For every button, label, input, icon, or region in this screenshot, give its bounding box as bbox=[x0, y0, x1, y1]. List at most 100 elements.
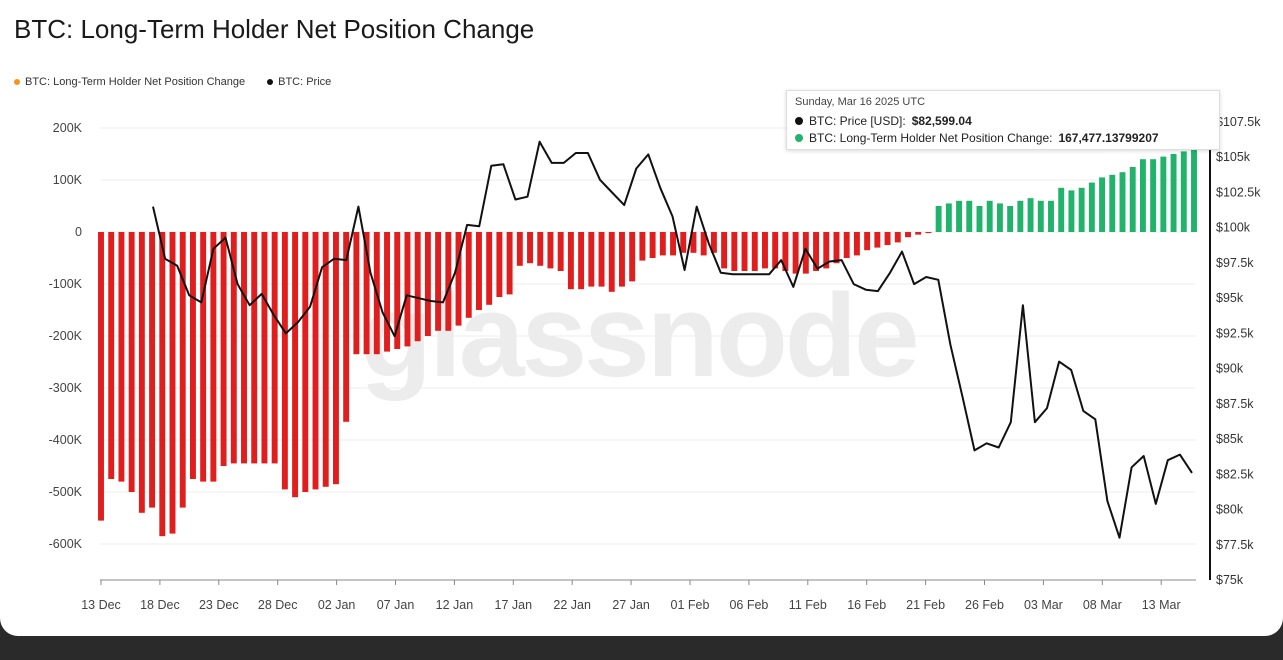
bar bbox=[659, 232, 666, 256]
bar bbox=[813, 232, 820, 271]
x-tick-label: 17 Jan bbox=[495, 598, 533, 612]
bar bbox=[332, 232, 339, 485]
bar bbox=[312, 232, 319, 490]
bar bbox=[210, 232, 217, 482]
bar bbox=[1170, 154, 1177, 232]
bar bbox=[251, 232, 258, 464]
bar bbox=[138, 232, 145, 513]
bar bbox=[567, 232, 574, 290]
y-right-tick-label: $92.5k bbox=[1216, 326, 1254, 340]
bar bbox=[384, 232, 390, 352]
bar bbox=[496, 232, 503, 297]
tooltip-price-value: $82,599.04 bbox=[911, 113, 972, 128]
bar bbox=[680, 232, 687, 253]
bar bbox=[700, 232, 707, 256]
y-left-tick-label: -300K bbox=[49, 381, 83, 395]
bar bbox=[414, 232, 421, 342]
tooltip-price-label: BTC: Price [USD]: bbox=[809, 113, 906, 128]
bar bbox=[802, 232, 809, 274]
y-left-tick-label: 200K bbox=[53, 121, 83, 135]
bar bbox=[629, 232, 636, 282]
y-left-tick-label: -400K bbox=[49, 433, 83, 447]
tooltip-lth-label: BTC: Long-Term Holder Net Position Chang… bbox=[809, 130, 1053, 145]
y-left-tick-label: -500K bbox=[49, 485, 83, 499]
x-tick-label: 03 Mar bbox=[1024, 598, 1063, 612]
bar bbox=[649, 232, 656, 258]
bar bbox=[833, 232, 840, 264]
bar bbox=[986, 200, 993, 232]
bar bbox=[1088, 182, 1095, 232]
bar bbox=[547, 232, 554, 269]
bar bbox=[527, 232, 533, 264]
x-tick-label: 13 Mar bbox=[1142, 598, 1181, 612]
bar bbox=[465, 232, 472, 318]
bar bbox=[394, 232, 401, 349]
legend-dot-lth bbox=[14, 79, 20, 85]
bar bbox=[935, 206, 942, 232]
bar bbox=[772, 232, 779, 269]
bar bbox=[762, 232, 768, 269]
bar bbox=[853, 232, 860, 256]
bar bbox=[670, 232, 676, 256]
x-tick-label: 11 Feb bbox=[789, 598, 827, 612]
bar bbox=[537, 232, 544, 266]
y-right-tick-label: $105k bbox=[1216, 150, 1251, 164]
bar bbox=[230, 232, 237, 464]
x-tick-label: 27 Jan bbox=[612, 598, 650, 612]
bar bbox=[894, 232, 901, 243]
x-tick-label: 26 Feb bbox=[965, 598, 1004, 612]
tooltip-date: Sunday, Mar 16 2025 UTC bbox=[795, 96, 926, 108]
bar bbox=[261, 232, 268, 464]
bar bbox=[710, 232, 717, 253]
y-right-tick-label: $100k bbox=[1216, 221, 1251, 235]
bar bbox=[322, 232, 329, 487]
y-left-tick-label: 100K bbox=[53, 173, 83, 187]
bar bbox=[925, 232, 932, 234]
bar bbox=[220, 232, 227, 466]
bar bbox=[884, 232, 891, 245]
bar bbox=[1150, 159, 1157, 232]
bar bbox=[475, 232, 482, 310]
bar bbox=[1191, 144, 1197, 232]
bar bbox=[1068, 190, 1075, 232]
y-right-tick-label: $85k bbox=[1216, 432, 1244, 446]
bar bbox=[1109, 174, 1116, 232]
bar bbox=[1078, 187, 1085, 232]
bar bbox=[271, 232, 278, 464]
bar bbox=[445, 232, 452, 331]
y-right-tick-label: $77.5k bbox=[1216, 538, 1254, 552]
bar bbox=[915, 232, 922, 235]
tooltip-lth-row: BTC: Long-Term Holder Net Position Chang… bbox=[795, 129, 1211, 146]
tooltip-lth-value: 167,477.13799207 bbox=[1058, 130, 1159, 145]
legend-item-lth[interactable]: BTC: Long-Term Holder Net Position Chang… bbox=[14, 76, 245, 88]
bar bbox=[588, 232, 595, 287]
bar bbox=[557, 232, 564, 271]
legend-item-price[interactable]: BTC: Price bbox=[267, 76, 331, 88]
bar bbox=[353, 232, 360, 355]
bar bbox=[1037, 200, 1044, 232]
bar bbox=[241, 232, 247, 464]
bar bbox=[1129, 167, 1136, 232]
x-tick-label: 01 Feb bbox=[671, 598, 710, 612]
bar bbox=[189, 232, 196, 479]
bar bbox=[302, 232, 309, 492]
bar bbox=[1119, 172, 1126, 232]
x-tick-label: 22 Jan bbox=[553, 598, 591, 612]
bar bbox=[823, 232, 830, 269]
bar bbox=[292, 232, 299, 498]
x-tick-label: 21 Feb bbox=[906, 598, 945, 612]
bar bbox=[404, 232, 411, 347]
bar bbox=[690, 232, 697, 253]
y-right-tick-label: $90k bbox=[1216, 362, 1244, 376]
y-right-tick-label: $95k bbox=[1216, 291, 1244, 305]
bar bbox=[966, 200, 973, 232]
bar bbox=[159, 232, 166, 537]
tooltip-price-dot bbox=[795, 116, 803, 125]
bar bbox=[598, 232, 605, 287]
bar bbox=[1017, 200, 1024, 232]
chart-svg: 200K 100K 0 -100K -200K -300K -400K -500K -600K $… bbox=[49, 100, 1261, 612]
chart-card: BTC: Long-Term Holder Net Position Chang… bbox=[0, 0, 1283, 636]
bar bbox=[996, 203, 1003, 232]
price-line bbox=[152, 140, 1193, 539]
bar bbox=[721, 232, 728, 269]
